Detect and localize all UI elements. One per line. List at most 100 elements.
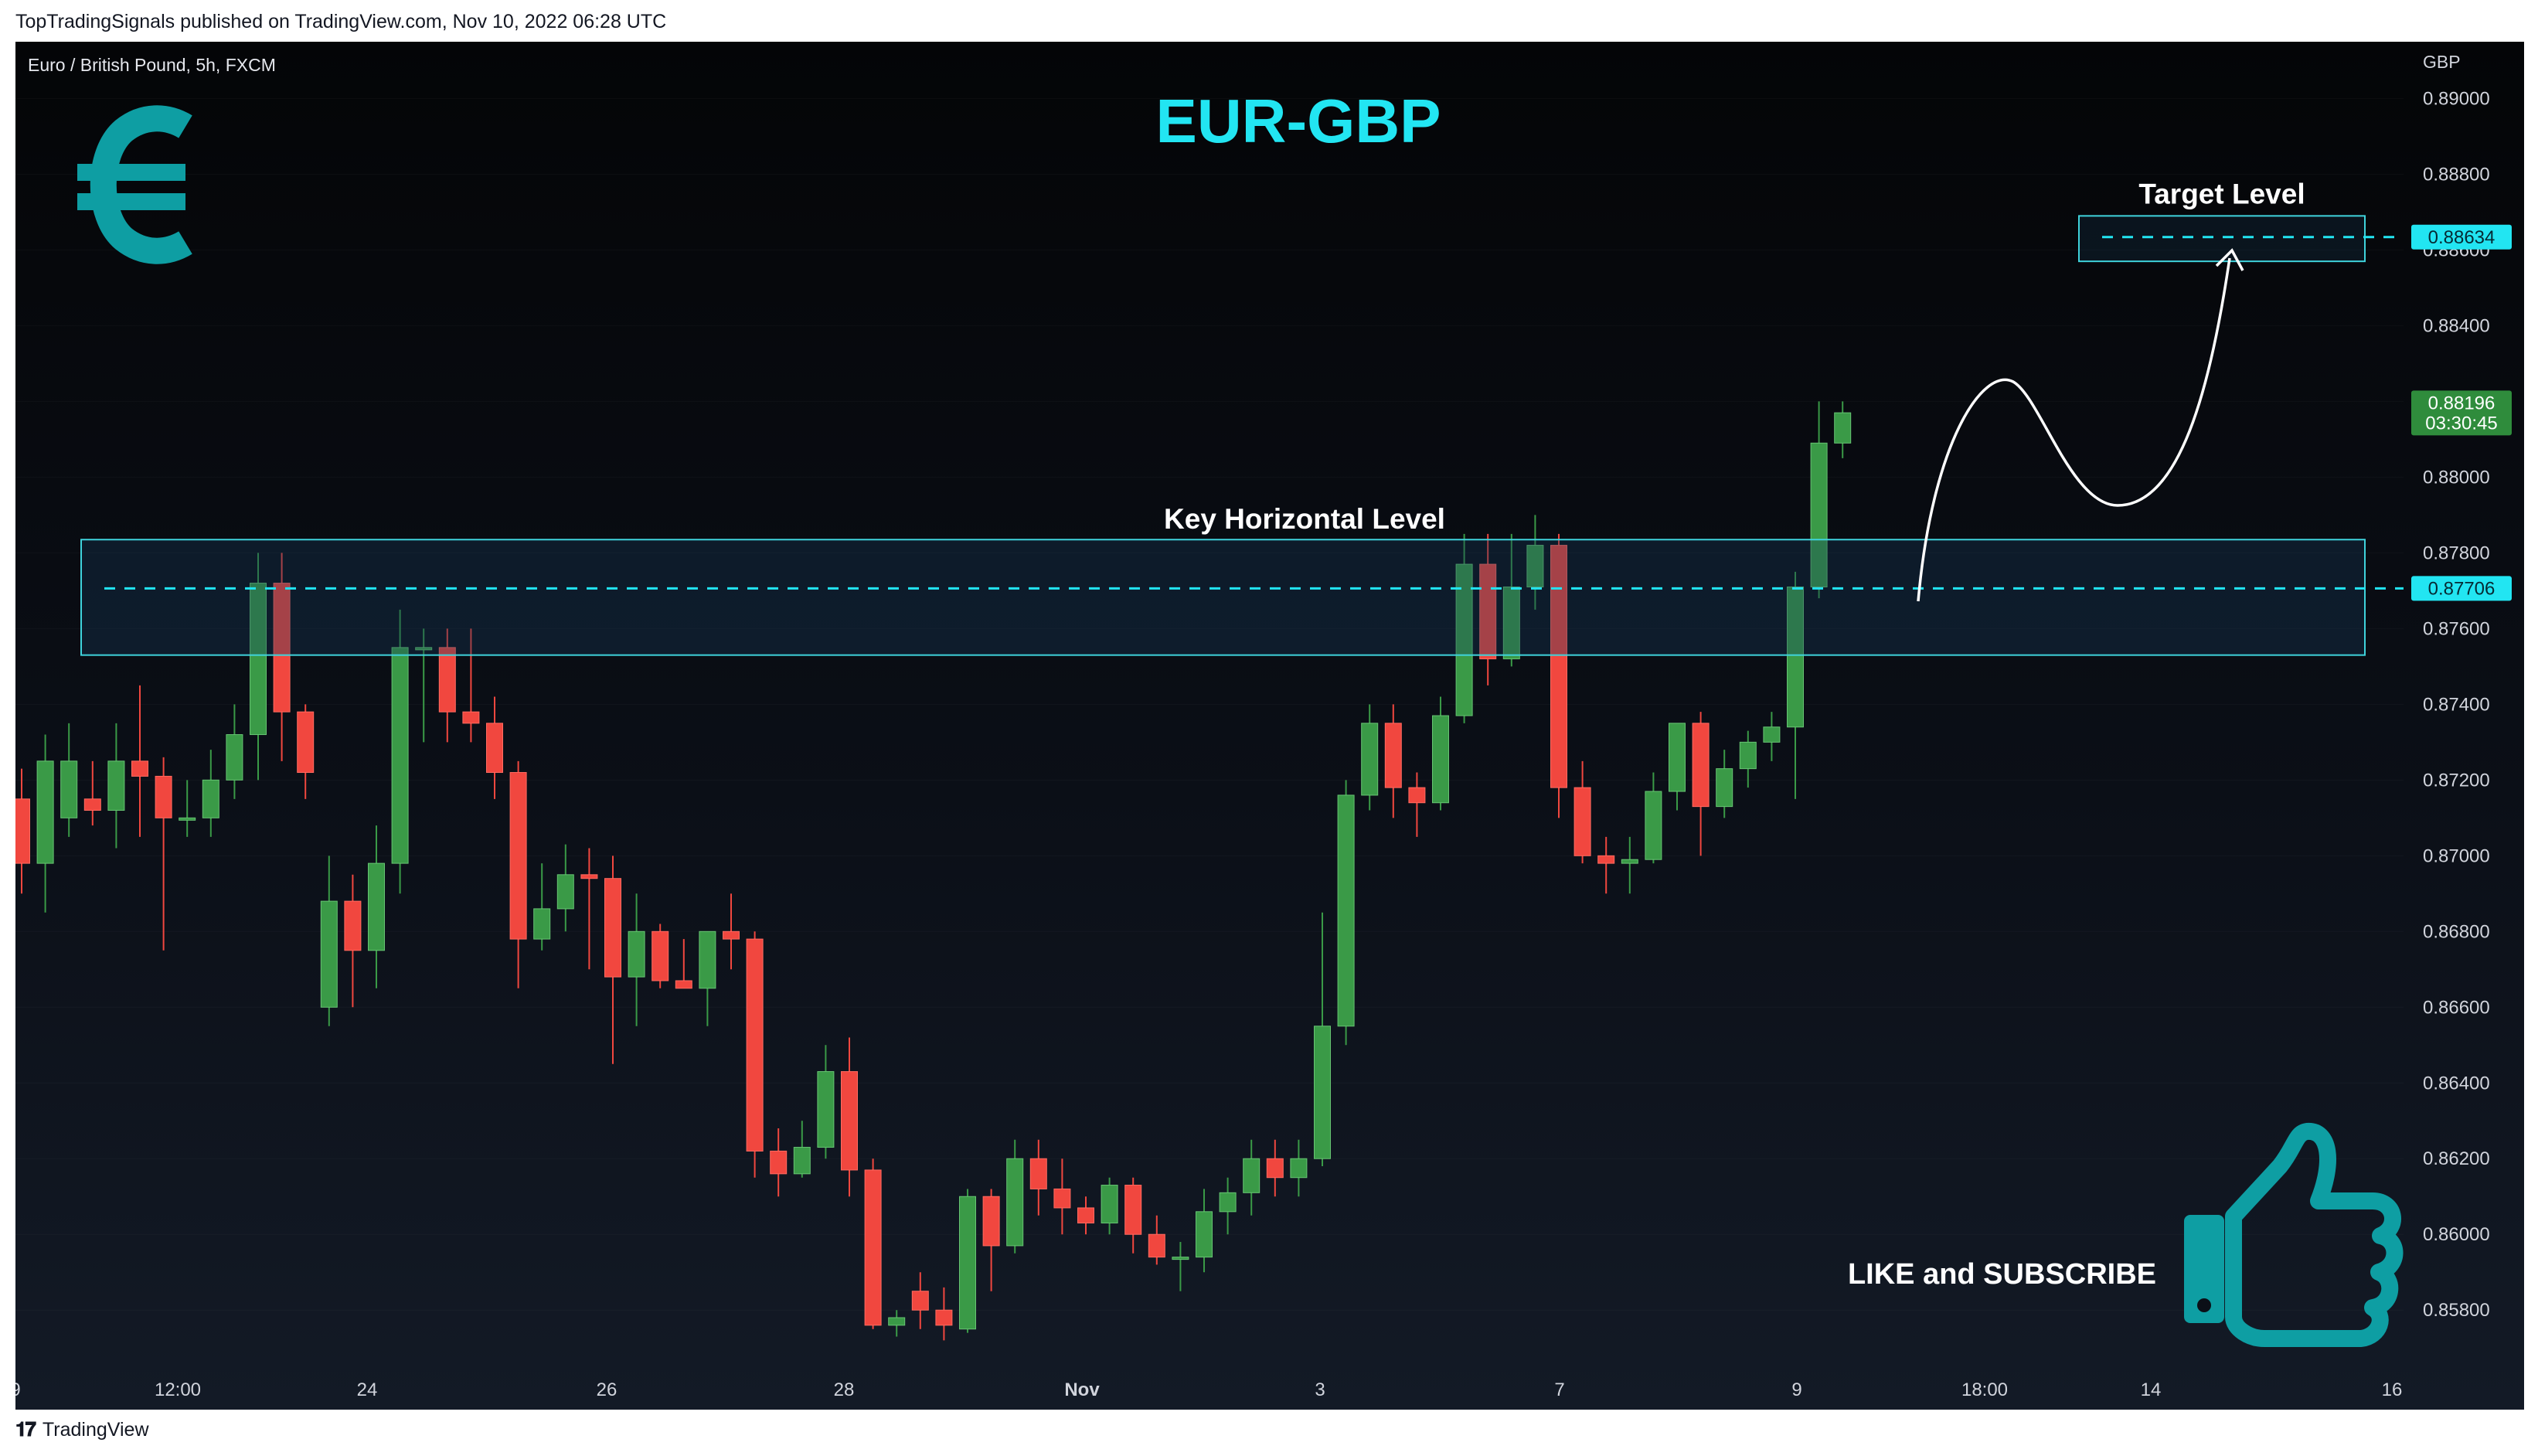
chart-area[interactable]: Euro / British Pound, 5h, FXCM Key Horizo… [15, 42, 2524, 1410]
candle-body [604, 878, 621, 978]
chart-svg[interactable]: Euro / British Pound, 5h, FXCM Key Horizo… [15, 42, 2524, 1410]
tradingview-logo-icon[interactable]: 𝟏𝟕 [15, 1417, 36, 1441]
candle-body [1597, 855, 1615, 864]
target-level-label: Target Level [2138, 178, 2305, 209]
candle-body [462, 711, 480, 724]
x-tick-label: 9 [1791, 1379, 1801, 1400]
footer-brand[interactable]: TradingView [42, 1418, 149, 1441]
target-price-tag-bg [2411, 224, 2512, 250]
candle-body [746, 938, 764, 1152]
target-level-zone [2078, 215, 2366, 263]
y-tick-label: 0.86200 [2423, 1148, 2490, 1169]
candle-body [1006, 1158, 1024, 1247]
candle-body [250, 583, 267, 736]
key-price-tag-value: 0.87706 [2428, 578, 2495, 599]
candle-body [1787, 586, 1804, 728]
candle-body [556, 874, 574, 910]
candle-body [1337, 794, 1355, 1027]
y-tick-label: 0.89000 [2423, 88, 2490, 109]
candle-body [1314, 1026, 1331, 1159]
x-tick-label: 26 [597, 1379, 617, 1400]
candle-body [297, 711, 315, 774]
y-tick-label: 0.86600 [2423, 997, 2490, 1018]
x-tick-label: 18:00 [1961, 1379, 2008, 1400]
target-price-tag: 0.88634 [2411, 224, 2512, 250]
candle-body [1810, 442, 1828, 587]
candle-body [1243, 1158, 1260, 1193]
candle-body [131, 760, 148, 777]
key-price-tag: 0.87706 [2411, 576, 2512, 601]
thumbs-up-icon [2184, 1123, 2404, 1347]
candle-body [1219, 1192, 1237, 1213]
chart-title: EUR-GBP [1156, 87, 1441, 155]
candle-body [226, 734, 243, 781]
publish-header: TopTradingSignals published on TradingVi… [15, 11, 667, 32]
key-price-tag-bg [2411, 576, 2512, 601]
candle-body [1172, 1257, 1189, 1260]
candle-body [1290, 1158, 1308, 1179]
candle-body [486, 723, 503, 774]
thumbs-up-hand [2225, 1123, 2404, 1347]
euro-icon-bar-top [77, 164, 185, 181]
candle-body [817, 1071, 835, 1148]
candle-body [793, 1147, 811, 1175]
y-tick-label: 0.87200 [2423, 770, 2490, 791]
candle-body [699, 930, 716, 989]
candle-body [344, 900, 362, 951]
x-tick-label: Nov [1064, 1379, 1100, 1400]
y-tick-label: 0.87400 [2423, 694, 2490, 715]
y-tick-label: 0.87600 [2423, 618, 2490, 639]
y-tick-label: 0.86400 [2423, 1073, 2490, 1094]
y-axis[interactable]: 0.890000.888000.886000.884000.882000.880… [2411, 52, 2512, 1321]
currency-label: GBP [2423, 52, 2461, 72]
candle-body [1550, 545, 1567, 788]
x-tick-label: 28 [834, 1379, 855, 1400]
candle-body [15, 798, 30, 864]
candle-body [1692, 723, 1710, 808]
candle-body [1645, 791, 1662, 860]
candle-body [36, 760, 54, 864]
like-subscribe-label: LIKE and SUBSCRIBE [1848, 1258, 2156, 1291]
euro-icon [77, 105, 192, 264]
x-tick-label: 7 [1554, 1379, 1564, 1400]
x-tick-label: 3 [1315, 1379, 1325, 1400]
x-tick-label: 14 [2141, 1379, 2162, 1400]
candle-body [1029, 1158, 1047, 1189]
key-level-zone [80, 539, 2366, 656]
candle-body [864, 1169, 882, 1326]
thumbs-up-cuff [2184, 1215, 2224, 1323]
candle-body [60, 760, 78, 818]
y-tick-label: 0.86000 [2423, 1224, 2490, 1245]
candle-body [580, 874, 598, 879]
candle-body [628, 930, 645, 978]
candle-body [935, 1309, 953, 1326]
candle-body [320, 900, 338, 1008]
candle-body [1053, 1188, 1071, 1209]
candle-body [155, 775, 172, 818]
candle-body [911, 1291, 929, 1311]
candle-body [179, 817, 196, 821]
candle-body [1573, 787, 1591, 856]
candle-body [1124, 1185, 1142, 1235]
candle-body [1432, 715, 1449, 804]
x-axis[interactable]: 9 12:00 24 26 28 Nov 3 7 9 18:00 14 16 [15, 1379, 2402, 1400]
current-price-tag-bg [2411, 390, 2512, 436]
y-tick-label: 0.88400 [2423, 315, 2490, 336]
target-price-tag-value: 0.88634 [2428, 227, 2495, 248]
candle-body [368, 862, 385, 951]
candle-body [982, 1196, 1000, 1247]
symbol-label: Euro / British Pound, 5h, FXCM [28, 55, 276, 75]
candle-body [1526, 545, 1544, 587]
x-tick-label: 24 [357, 1379, 378, 1400]
candle-body [1266, 1158, 1284, 1179]
y-tick-label: 0.86800 [2423, 921, 2490, 942]
candle-body [438, 647, 456, 713]
candle-body [1669, 723, 1686, 792]
candle-body [1196, 1211, 1213, 1258]
candle-body [1834, 412, 1852, 444]
candle-body [1763, 726, 1781, 743]
euro-icon-bar-bottom [77, 193, 185, 210]
x-tick-label: 16 [2382, 1379, 2403, 1400]
x-tick-label: 9 [15, 1379, 21, 1400]
thumbs-up-dot [2197, 1298, 2211, 1312]
